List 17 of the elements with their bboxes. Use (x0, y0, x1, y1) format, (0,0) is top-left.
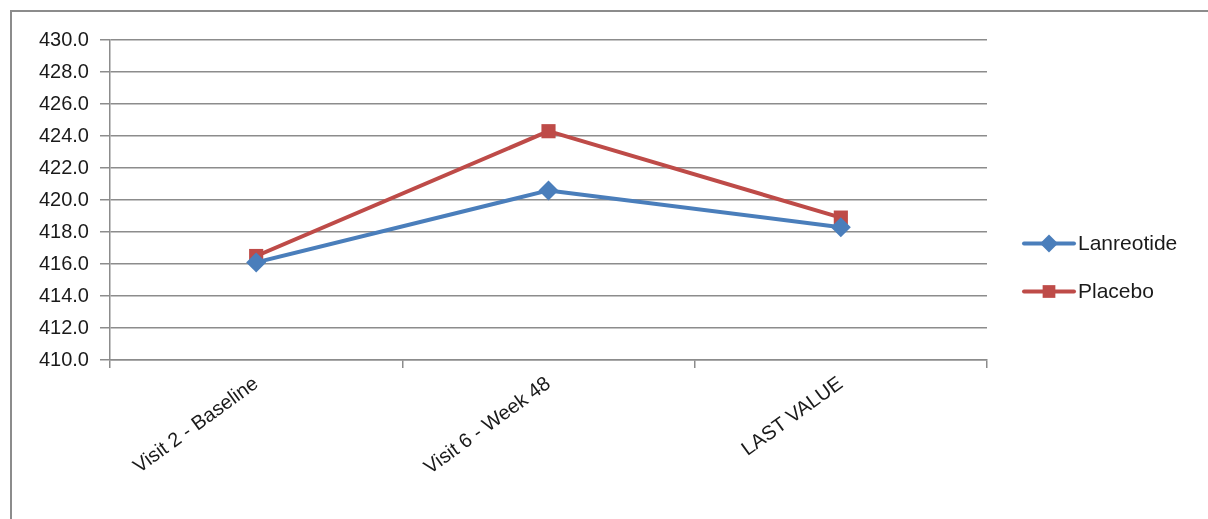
y-tick-label: 412.0 (38, 315, 89, 338)
y-tick-label: 418.0 (38, 219, 89, 242)
legend-label: Placebo (1078, 279, 1154, 303)
y-tick-label: 422.0 (38, 155, 89, 178)
y-tick-label: 414.0 (38, 283, 89, 306)
y-tick-label: 410.0 (38, 347, 89, 370)
y-tick-label: 428.0 (38, 59, 89, 82)
y-tick-label: 420.0 (38, 187, 89, 210)
point (246, 252, 267, 273)
y-tick-label: 424.0 (38, 123, 89, 146)
point (541, 124, 556, 139)
point (538, 180, 559, 201)
y-tick-label: 416.0 (38, 251, 89, 274)
legend-label: Lanreotide (1078, 231, 1178, 255)
y-tick-label: 430.0 (38, 27, 89, 50)
point (830, 217, 851, 238)
y-tick-label: 426.0 (38, 91, 89, 114)
